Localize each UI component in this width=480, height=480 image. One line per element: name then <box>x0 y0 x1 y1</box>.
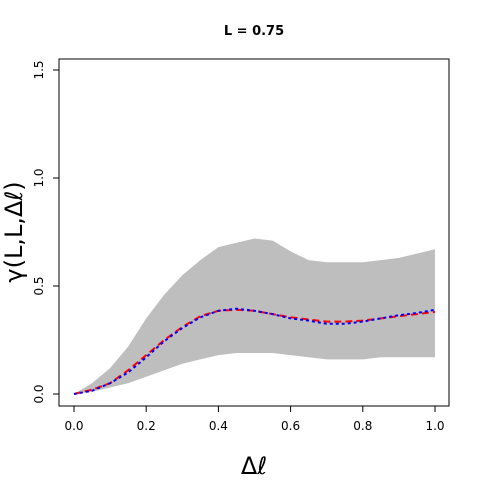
plot-frame <box>58 58 450 407</box>
y-axis-label: γ(L,L,Δℓ) <box>0 181 28 282</box>
y-axis: 0.0 0.5 1.0 1.5 <box>32 60 59 404</box>
series-layer <box>73 307 436 395</box>
x-tick-label: 0.8 <box>353 419 372 433</box>
x-axis: 0.0 0.2 0.4 0.6 0.8 1.0 <box>64 406 445 433</box>
y-tick-label: 0.5 <box>32 276 46 295</box>
confidence-band-layer <box>74 238 435 394</box>
x-tick-label: 1.0 <box>425 419 444 433</box>
series-line-1 <box>73 308 436 395</box>
x-tick-label: 0.4 <box>209 419 228 433</box>
x-tick-label: 0.2 <box>137 419 156 433</box>
chart-title: L = 0.75 <box>224 24 284 39</box>
confidence-band <box>74 238 435 394</box>
y-tick-label: 0.0 <box>32 384 46 403</box>
series-line-2 <box>73 307 436 395</box>
x-tick-label: 0.6 <box>281 419 300 433</box>
y-tick-label: 1.5 <box>32 60 46 79</box>
y-tick-label: 1.0 <box>32 168 46 187</box>
x-tick-label: 0.0 <box>64 419 83 433</box>
x-axis-label: Δℓ <box>241 452 267 480</box>
